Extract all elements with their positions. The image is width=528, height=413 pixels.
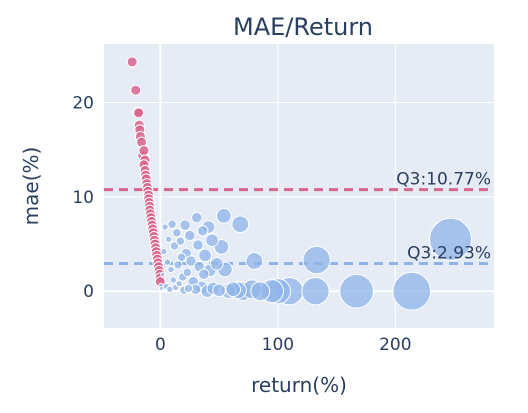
gain-point bbox=[184, 229, 196, 242]
gain-point bbox=[164, 235, 173, 243]
x-tick-label: 0 bbox=[155, 335, 166, 355]
gain-point bbox=[212, 283, 226, 298]
gain-point bbox=[429, 217, 473, 261]
ticks-layer: 0 100 200 0 10 20 bbox=[72, 93, 411, 355]
gain-point bbox=[185, 255, 197, 267]
y-tick-label: 0 bbox=[83, 282, 94, 302]
gain-point bbox=[192, 239, 204, 251]
gain-point bbox=[161, 223, 169, 231]
gain-point bbox=[301, 277, 330, 306]
gain-point bbox=[166, 285, 174, 293]
gain-point bbox=[231, 215, 250, 234]
gain-point bbox=[173, 260, 183, 270]
y-axis-label: mae(%) bbox=[19, 147, 43, 226]
loss-point bbox=[126, 56, 138, 68]
loss-point bbox=[138, 145, 150, 157]
gain-point bbox=[205, 233, 219, 248]
y-tick-label: 10 bbox=[72, 188, 94, 208]
gain-point bbox=[167, 219, 177, 229]
gain-point bbox=[167, 265, 175, 274]
gain-point bbox=[191, 211, 203, 224]
loss-point bbox=[133, 107, 145, 119]
x-axis-label: return(%) bbox=[251, 373, 347, 397]
chart-title: MAE/Return bbox=[233, 13, 373, 41]
x-tick-label: 200 bbox=[379, 335, 411, 355]
gain-point bbox=[172, 228, 182, 238]
gain-point bbox=[176, 252, 187, 262]
gain-point bbox=[175, 236, 186, 246]
gain-point bbox=[169, 276, 177, 284]
gain-point bbox=[179, 219, 191, 231]
gain-point bbox=[339, 273, 374, 309]
gain-point bbox=[198, 248, 212, 263]
gain-point bbox=[158, 285, 165, 291]
gain-point bbox=[209, 257, 224, 271]
gain-point bbox=[302, 245, 331, 275]
gain-point bbox=[182, 267, 193, 278]
gain-point bbox=[163, 258, 172, 266]
gain-point bbox=[215, 207, 232, 224]
gain-point bbox=[160, 271, 166, 277]
reference-line-label: Q3:10.77% bbox=[396, 170, 491, 190]
gain-point bbox=[250, 281, 271, 302]
gain-point bbox=[175, 280, 183, 288]
gain-point bbox=[245, 252, 264, 270]
gain-point bbox=[225, 281, 242, 298]
gain-point bbox=[198, 268, 210, 280]
reference-line-label: Q3:2.93% bbox=[407, 244, 491, 264]
loss-point bbox=[130, 84, 142, 96]
gain-point bbox=[196, 225, 209, 237]
gain-point bbox=[160, 247, 168, 256]
reference-labels: Q3:10.77% Q3:2.93% bbox=[396, 170, 491, 264]
gain-point bbox=[183, 283, 194, 294]
points-layer bbox=[126, 56, 473, 311]
x-tick-label: 100 bbox=[262, 335, 294, 355]
gain-point bbox=[392, 271, 432, 311]
y-tick-label: 20 bbox=[72, 93, 94, 113]
